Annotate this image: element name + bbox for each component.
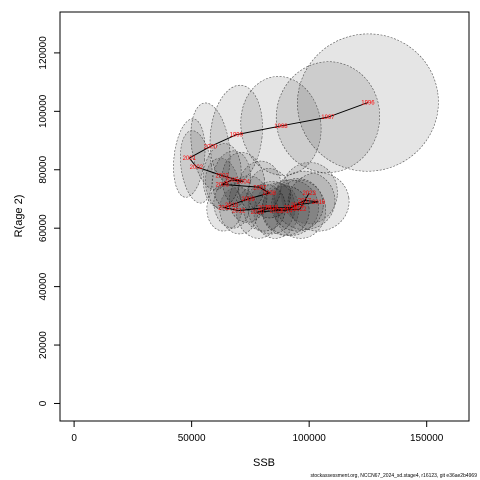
y-axis-title: R(age 2) [13, 195, 25, 238]
y-tick-label: 100000 [38, 94, 49, 128]
year-label-2002: 2002 [190, 165, 204, 171]
year-label-2007: 2007 [253, 185, 267, 191]
x-tick-label: 150000 [410, 433, 444, 444]
year-label-2010: 2010 [225, 203, 239, 209]
year-label-1996: 1996 [361, 101, 375, 107]
year-label-2018: 2018 [284, 206, 298, 212]
year-label-2006: 2006 [216, 182, 230, 188]
x-axis-title: SSB [253, 457, 275, 469]
year-label-2004: 2004 [237, 179, 251, 185]
x-tick-label: 50000 [178, 433, 206, 444]
year-label-2020: 2020 [251, 210, 265, 216]
year-label-2009: 2009 [241, 197, 255, 203]
year-label-2011: 2011 [218, 206, 232, 212]
y-tick-label: 20000 [38, 331, 49, 359]
x-tick-label: 0 [71, 433, 77, 444]
x-axis: 0 50000 100000 150000 [71, 420, 444, 444]
year-label-2023: 2023 [302, 191, 316, 197]
year-label-1999: 1999 [230, 133, 244, 139]
year-label-2008: 2008 [263, 191, 277, 197]
year-label-2017: 2017 [298, 198, 312, 204]
year-label-1998: 1998 [274, 124, 288, 130]
y-tick-label: 120000 [38, 36, 49, 70]
x-tick-label: 100000 [292, 433, 326, 444]
footer-note: stockassessment.org, NCCN67_2024_sd.stag… [311, 473, 478, 479]
y-tick-label: 40000 [38, 272, 49, 300]
y-tick-label: 60000 [38, 214, 49, 242]
y-axis: 0 20000 40000 60000 80000 100000 120000 [38, 36, 61, 406]
year-label-2012: 2012 [232, 209, 246, 215]
year-label-2005: 2005 [225, 178, 239, 184]
year-label-2014: 2014 [279, 209, 293, 215]
y-tick-label: 80000 [38, 155, 49, 183]
year-label-2022: 2022 [293, 207, 307, 213]
year-label-2001: 2001 [183, 156, 197, 162]
year-label-2021: 2021 [270, 209, 284, 215]
year-label-2013: 2013 [258, 206, 272, 212]
confidence-ellipses [173, 33, 439, 239]
year-label-2003: 2003 [216, 174, 230, 180]
year-label-2015: 2015 [291, 203, 305, 209]
trajectory-line [188, 102, 369, 213]
y-tick-label: 0 [38, 400, 49, 406]
year-labels: 1996 1997 1998 1999 2000 2001 2002 2003 20042005… [183, 101, 376, 217]
year-label-2016: 2016 [312, 200, 326, 206]
year-label-1997: 1997 [321, 115, 335, 121]
year-label-2000: 2000 [204, 144, 218, 150]
year-label-2019: 2019 [265, 206, 279, 212]
